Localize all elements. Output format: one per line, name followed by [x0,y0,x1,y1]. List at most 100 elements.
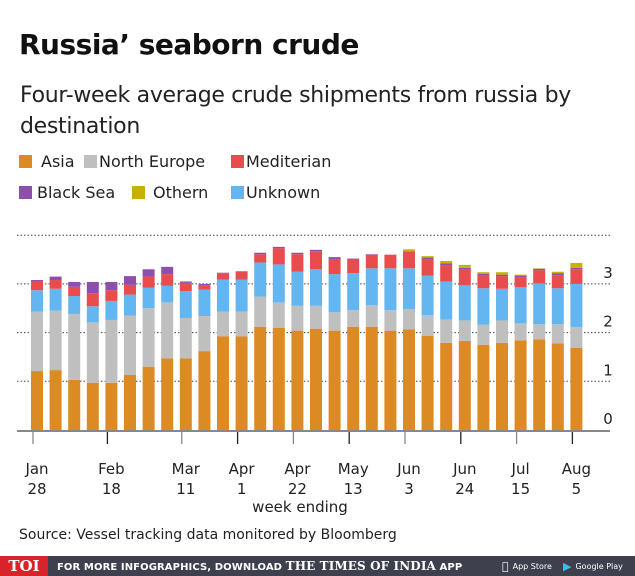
x-tick-label-day: 18 [102,480,121,498]
bar-segment-unknown [161,285,174,303]
bar-segment-black-sea [347,258,360,260]
legend-label: North Europe [99,152,206,171]
legend-item-north-europe: North Europe [84,152,205,171]
bar-segment-mediterian [235,271,248,280]
bar-segment-unknown [198,289,211,317]
y-tick-label: 1 [603,361,613,379]
bar-stack [440,261,453,430]
bar-segment-mediterian [124,284,136,295]
x-tick-label-day: 15 [511,480,530,498]
bar-segment-othern [440,261,453,264]
bar-segment-unknown [68,296,81,315]
bar-segment-unknown [533,283,546,325]
x-tick-label-day: 5 [572,480,582,498]
x-tick-label-day: 28 [27,480,46,498]
legend-item-black-sea: Black Sea [19,183,115,202]
bar-segment-mediterian [365,254,378,269]
bar-segment-mediterian [328,259,341,275]
bar-segment-asia [235,336,248,430]
legend-swatch-asia [19,155,32,168]
bar-segment-black-sea [477,273,490,276]
bar-segment-black-sea [198,283,211,286]
bar-segment-unknown [421,275,434,316]
bar-stack [384,254,397,430]
google-play-label: Google Play [575,562,623,571]
bar-stack [86,281,99,430]
bar-segment-asia [49,370,62,430]
bar-segment-north-europe [533,324,546,340]
bar-stack [105,281,118,430]
bar-stack [458,264,471,430]
bar-segment-asia [272,327,285,430]
bar-segment-north-europe [514,323,527,341]
bar-segment-black-sea [254,252,267,255]
bar-segment-mediterian [403,251,415,269]
bars [31,246,583,430]
x-tick-label-month: Feb [98,460,125,478]
bar-segment-unknown [347,273,360,311]
y-tick-label: 0 [603,410,613,428]
bar-segment-black-sea [179,281,192,283]
bar-segment-unknown [570,283,583,328]
bar-segment-asia [533,339,546,430]
x-tick-label-month: Jun [396,460,420,478]
legend-item-mediterian: Mediterian [231,152,331,171]
bar-segment-black-sea [533,268,546,271]
legend-swatch-mediterian [231,155,244,168]
app-store-badge[interactable]:  App Store [502,560,552,573]
bar-segment-north-europe [384,310,397,331]
bar-segment-north-europe [124,315,136,375]
bar-segment-asia [328,330,341,430]
bar-segment-asia [161,358,174,430]
bar-segment-mediterian [68,286,81,297]
toi-logo[interactable]: TOI [0,556,48,576]
bar-stack [142,269,155,430]
bar-segment-black-sea [142,269,155,277]
source-note: Source: Vessel tracking data monitored b… [19,527,397,543]
bar-segment-mediterian [421,259,434,276]
bar-segment-north-europe [551,324,564,344]
bar-stack [533,268,546,430]
bar-segment-north-europe [179,317,192,359]
legend-label: Othern [153,183,209,202]
bar-segment-unknown [328,274,341,313]
x-tick-label-day: 22 [288,480,307,498]
bar-segment-asia [458,340,471,430]
bar-segment-asia [440,342,453,430]
google-play-badge[interactable]: ▶ Google Play [563,560,623,573]
bar-segment-mediterian [458,269,471,286]
bar-stack [477,272,490,430]
bar-segment-mediterian [533,270,546,284]
bar-segment-asia [347,326,360,430]
x-tick-label-day: 24 [455,480,474,498]
bar-segment-asia [86,382,99,430]
y-axis-ticks: 0 1 2 3 [603,264,613,428]
bar-segment-black-sea [124,276,136,285]
bar-segment-mediterian [254,254,267,263]
bar-stack [217,272,229,430]
legend-swatch-black-sea [19,186,32,199]
bar-segment-black-sea [49,276,62,281]
bar-stack [365,254,378,430]
bar-segment-black-sea [496,274,508,277]
bar-segment-mediterian [179,282,192,292]
bar-stack [347,258,360,430]
bar-segment-mediterian [347,259,360,274]
bar-segment-othern [458,264,471,268]
bar-segment-unknown [384,268,397,311]
bar-segment-asia [179,358,192,430]
bar-stack [198,283,211,430]
x-tick-label-day: 1 [237,480,247,498]
bar-segment-unknown [105,300,118,320]
bar-segment-othern [514,274,527,276]
bar-segment-mediterian [105,290,118,301]
promo-text: FOR MORE INFOGRAPHICS, DOWNLOAD THE TIME… [57,559,462,573]
bar-segment-unknown [142,287,155,309]
bar-segment-black-sea [310,249,322,252]
bar-stack [551,271,564,430]
bar-segment-unknown [403,268,415,310]
bar-segment-asia [421,336,434,430]
bar-segment-unknown [291,271,304,306]
bar-segment-mediterian [217,273,229,280]
bar-stack [254,252,267,430]
